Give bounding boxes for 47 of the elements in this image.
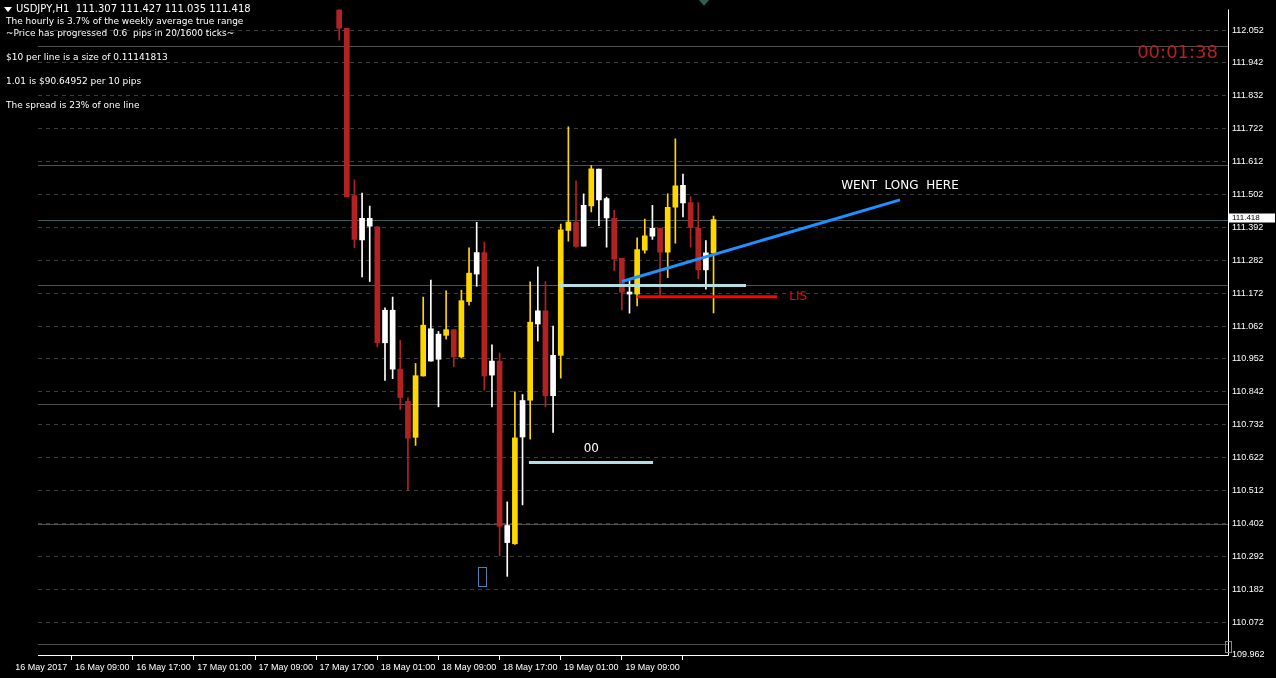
x-tick-label: 18 May 09:00 bbox=[441, 661, 497, 672]
x-tick-label: 17 May 17:00 bbox=[319, 661, 375, 672]
series-label: LIS bbox=[789, 288, 808, 303]
annotation: $10 per line is a size of 0.11141813 bbox=[6, 52, 168, 62]
x-tick-label: 16 May 2017 bbox=[15, 661, 68, 672]
y-tick-label: 110.402 bbox=[1232, 517, 1264, 528]
y-tick-label: 110.952 bbox=[1232, 353, 1264, 364]
annotation: The hourly is 3.7% of the weekly average true range bbox=[6, 16, 244, 26]
candlestick bbox=[366, 205, 373, 282]
y-tick-label: 111.832 bbox=[1232, 90, 1264, 101]
y-tick-label: 110.182 bbox=[1232, 583, 1264, 594]
y-tick-label: 110.842 bbox=[1232, 386, 1264, 397]
candlestick bbox=[489, 344, 495, 408]
y-tick-label: 110.732 bbox=[1232, 419, 1264, 430]
x-tick-label: 18 May 01:00 bbox=[380, 661, 436, 672]
x-tick-label: 17 May 09:00 bbox=[258, 661, 313, 672]
candlestick bbox=[443, 290, 449, 340]
candlestick bbox=[504, 501, 511, 577]
y-tick-label: 111.612 bbox=[1232, 156, 1264, 167]
candlestick bbox=[534, 266, 541, 342]
y-tick-label: 111.172 bbox=[1232, 287, 1264, 298]
chart-title: USDJPY,H1 111.307 111.427 111.035 111.418 bbox=[16, 3, 251, 14]
annotation: 1.01 is $90.64952 per 10 pips bbox=[6, 76, 142, 86]
y-tick-label: 111.502 bbox=[1232, 188, 1264, 199]
y-tick-label: 112.052 bbox=[1232, 24, 1264, 35]
annotation: 00 bbox=[583, 440, 599, 455]
x-tick-label: 18 May 17:00 bbox=[502, 661, 558, 672]
y-tick-label: 109.962 bbox=[1232, 649, 1265, 660]
x-tick-label: 16 May 09:00 bbox=[75, 661, 130, 672]
y-tick-label: 110.512 bbox=[1232, 485, 1264, 496]
y-tick-label: 111.722 bbox=[1232, 123, 1264, 134]
text: 00:01:38 bbox=[1137, 41, 1218, 62]
annotation: The spread is 23% of one line bbox=[6, 100, 140, 110]
annotation: WENT LONG HERE bbox=[841, 178, 959, 193]
y-tick-label: 110.622 bbox=[1232, 452, 1264, 463]
y-tick-label: 111.942 bbox=[1232, 57, 1264, 68]
ref-line-label: 111.418 bbox=[1232, 213, 1261, 223]
x-tick-label: 17 May 01:00 bbox=[197, 661, 252, 672]
y-tick-label: 110.292 bbox=[1232, 550, 1264, 561]
y-tick-label: 111.282 bbox=[1232, 254, 1264, 265]
annotation: ~Price has progressed 0.6 pips in 20/1600 ticks~ bbox=[6, 28, 235, 38]
y-tick-label: 111.062 bbox=[1232, 320, 1264, 331]
x-tick-label: 19 May 01:00 bbox=[564, 661, 619, 672]
y-tick-label: 111.392 bbox=[1232, 221, 1264, 232]
x-tick-label: 19 May 09:00 bbox=[625, 661, 680, 672]
x-tick-label: 16 May 17:00 bbox=[136, 661, 191, 672]
y-tick-label: 110.072 bbox=[1232, 616, 1264, 627]
